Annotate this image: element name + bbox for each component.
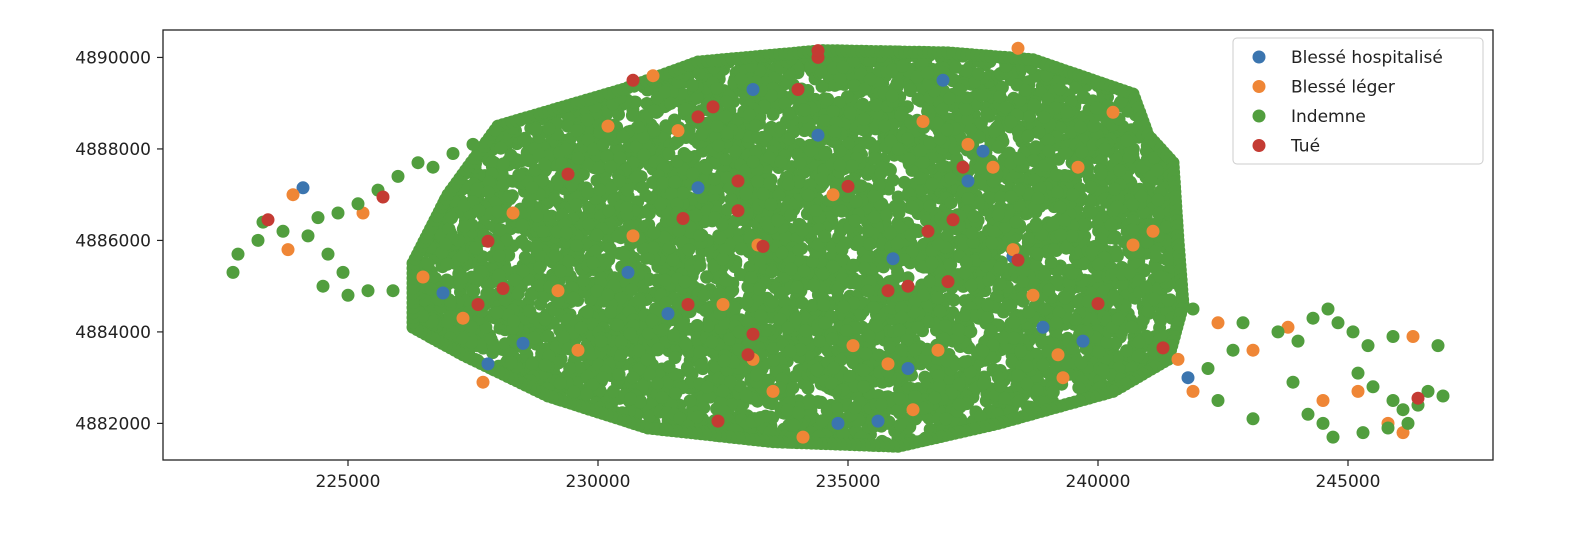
cloud-point [1059, 146, 1073, 160]
cloud-point [841, 137, 855, 150]
cloud-point [484, 332, 498, 346]
cloud-point [739, 389, 753, 403]
cloud-point [801, 381, 815, 395]
dense-point-cloud [406, 44, 1190, 453]
cloud-point [901, 186, 915, 200]
cloud-point [421, 257, 435, 271]
cloud-point [607, 384, 620, 398]
cloud-point [614, 348, 628, 362]
cloud-point [984, 191, 998, 205]
cloud-point [582, 200, 596, 214]
cloud-point [1053, 82, 1067, 96]
cloud-point [879, 208, 893, 222]
cloud-point [1120, 134, 1134, 148]
cloud-point [846, 258, 860, 272]
cloud-point [612, 108, 625, 121]
cloud-point [847, 79, 861, 92]
cloud-point [1110, 249, 1124, 263]
cloud-point [891, 190, 905, 204]
cloud-point [682, 243, 696, 257]
cloud-point [923, 199, 937, 213]
cloud-point [820, 403, 834, 417]
cloud-point [947, 293, 961, 307]
cloud-point [801, 397, 815, 410]
cloud-point [523, 304, 537, 318]
cloud-point [690, 91, 704, 105]
cloud-point [700, 270, 714, 284]
cloud-point [854, 179, 868, 193]
cloud-point [643, 367, 657, 381]
cloud-point [592, 161, 606, 175]
cloud-point [1044, 255, 1058, 269]
cloud-point [1151, 193, 1165, 207]
cloud-point [782, 132, 796, 146]
cloud-point [603, 242, 617, 255]
cloud-point [533, 261, 547, 275]
cloud-point [964, 278, 978, 292]
cloud-point [612, 368, 626, 381]
cloud-point [883, 340, 897, 354]
cloud-point [1064, 125, 1078, 139]
cloud-point [933, 304, 947, 318]
cloud-point [679, 102, 693, 116]
cloud-point [680, 361, 694, 375]
